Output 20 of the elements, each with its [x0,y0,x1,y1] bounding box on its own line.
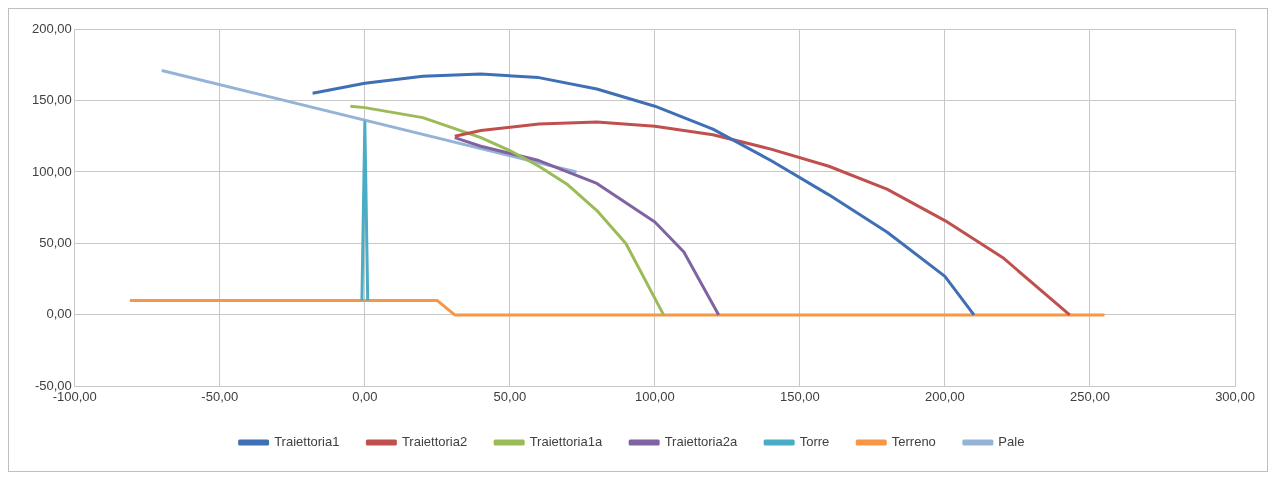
y-tick-label: 50,00 [39,235,72,251]
x-tick-label: 100,00 [635,388,675,404]
x-tick-label: 250,00 [1070,388,1110,404]
legend-label: Traiettoria1a [529,434,603,450]
legend-label: Terreno [891,434,936,450]
x-tick-label: 0,00 [352,388,378,404]
legend-label: Torre [799,434,830,450]
y-tick-label: 150,00 [32,92,72,108]
y-tick-label: 100,00 [32,163,72,179]
x-tick-label: 150,00 [780,388,820,404]
legend-label: Traiettoria2 [401,434,468,450]
legend-label: Traiettoria1 [274,434,340,450]
legend-label: Pale [998,434,1025,450]
x-tick-label: 200,00 [925,388,965,404]
y-tick-label: 0,00 [46,306,72,322]
y-tick-label: 200,00 [32,20,72,36]
x-tick-label: 300,00 [1215,388,1255,404]
legend-label: Traiettoria2a [664,434,738,450]
x-tick-label: -50,00 [201,388,239,404]
x-tick-label: 50,00 [493,388,527,404]
